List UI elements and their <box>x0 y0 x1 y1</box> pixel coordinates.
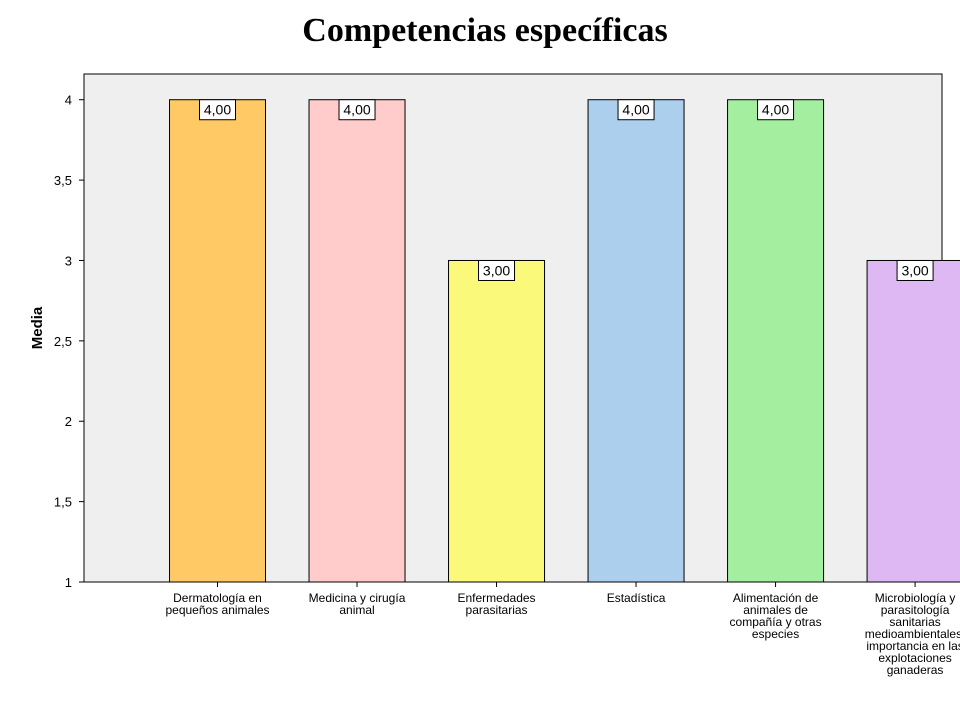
y-tick-label: 2,5 <box>54 334 72 349</box>
data-labels: 4,00 4,00 3,00 4,00 4,00 3,00 <box>199 99 934 281</box>
data-label-box <box>338 99 376 121</box>
bar <box>448 259 546 583</box>
x-tick-label: Estadística <box>607 591 666 605</box>
y-tick-label: 2 <box>65 414 72 429</box>
data-label-box <box>199 99 237 121</box>
x-tick-label: Dermatología en pequeños animales <box>165 591 269 617</box>
data-label-box <box>757 99 795 121</box>
y-tick-label: 4 <box>65 93 72 108</box>
bar <box>727 99 825 583</box>
data-label-box <box>478 259 516 281</box>
data-label: 4,00 <box>622 102 649 118</box>
y-axis: 1 1,5 2 2,5 3 3,5 4 <box>54 93 84 590</box>
data-label-box <box>896 259 934 281</box>
data-label: 4,00 <box>343 102 370 118</box>
y-tick-label: 1 <box>65 575 72 590</box>
x-tick-label: Microbiología y parasitología sanitarias me… <box>865 591 960 677</box>
bar <box>308 99 406 583</box>
x-tick-label: Alimentación de animales de compañía y otr… <box>730 591 822 641</box>
chart-title: Competencias específicas <box>302 12 668 49</box>
x-tick-label: Medicina y cirugía animal <box>309 591 406 617</box>
x-tick-label: Enfermedades parasitarias <box>458 591 536 617</box>
data-label: 4,00 <box>762 102 789 118</box>
y-tick-label: 3,5 <box>54 173 72 188</box>
bar <box>866 259 960 583</box>
y-tick-label: 1,5 <box>54 495 72 510</box>
bar <box>169 99 267 583</box>
bar <box>587 99 685 583</box>
y-tick-label: 3 <box>65 253 72 268</box>
bars <box>169 99 960 583</box>
data-label-box <box>617 99 655 121</box>
data-label: 4,00 <box>204 102 231 118</box>
x-axis: Dermatología en pequeños animales Medicina… <box>165 582 960 677</box>
data-label: 3,00 <box>483 262 510 278</box>
data-label: 3,00 <box>901 262 928 278</box>
y-axis-label: Media <box>29 306 46 349</box>
